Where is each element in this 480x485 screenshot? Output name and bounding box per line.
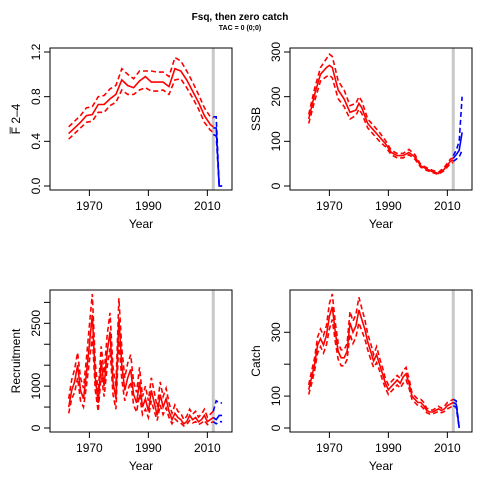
projection-upper-line [452,398,460,429]
y-tick-label: 200 [269,86,283,106]
y-tick-label: 0.0 [29,177,43,194]
y-tick-label: 0.4 [29,133,43,150]
plot-frame [49,289,233,433]
historic-median-line [307,64,454,175]
historic-median-line [307,306,454,413]
x-tick-label: 1990 [375,199,402,213]
projection-lower-line [212,420,223,425]
historic-upper-line [68,56,214,128]
y-tick-label: 0 [29,424,43,431]
x-tick-label: 2010 [194,441,221,455]
historic-median-line [67,314,214,425]
x-axis-label: Year [129,459,153,473]
panel-top-left: 1970 1990 2010 Year 0.0 0.4 0.8 1.2 F̅ 2–4 [9,43,233,231]
x-tick-label: 2010 [434,199,461,213]
y-axis-label: Recruitment [9,328,23,393]
figure-title: Fsq, then zero catch [192,12,289,23]
panel-bottom-right: 1970 1990 2010 Year 0 100 300 Catch [249,289,473,473]
y-axis-label: F̅ 2–4 [9,103,23,134]
x-tick-label: 1990 [135,441,162,455]
historic-upper-line [307,293,454,411]
y-axis-label: Catch [249,345,263,376]
plot-frame [49,47,233,191]
x-tick-label: 2010 [434,441,461,455]
projection-median-line [452,401,460,429]
y-tick-label: 0.8 [29,88,43,105]
y-axis-label: SSB [249,107,263,131]
y-tick-label: 100 [269,131,283,151]
projection-upper-line [452,96,463,156]
projection-median-line [212,414,223,421]
y-tick-label: 300 [269,322,283,342]
plot-frame [289,289,473,433]
projection-median-line [452,132,463,159]
historic-lower-line [68,77,214,140]
historic-upper-line [307,53,454,174]
y-tick-label: 100 [269,386,283,406]
x-axis-label: Year [369,459,393,473]
x-tick-label: 1970 [316,199,343,213]
historic-upper-line [67,293,214,422]
y-tick-label: 0 [269,424,283,431]
y-tick-label: 1.2 [29,43,43,60]
projection-median-line [213,127,223,187]
x-tick-label: 1970 [316,441,343,455]
historic-median-line [68,67,214,135]
historic-lower-line [307,319,454,415]
plot-frame [289,47,473,191]
y-tick-label: 0 [269,182,283,189]
x-axis-label: Year [369,217,393,231]
panel-bottom-left: 1970 1990 2010 Year 0 1000 2500 Recruitment [9,289,233,473]
historic-lower-line [307,74,454,176]
y-tick-label: 2500 [29,310,43,337]
y-tick-label: 300 [269,42,283,62]
panel-top-right: 1970 1990 2010 Year 0 100 200 300 SSB [249,42,473,231]
x-tick-label: 1970 [76,199,103,213]
x-tick-label: 1970 [76,441,103,455]
x-tick-label: 1990 [135,199,162,213]
x-tick-label: 2010 [194,199,221,213]
projection-lower-line [452,149,463,163]
historic-lower-line [67,335,214,427]
y-tick-label: 1000 [29,372,43,399]
x-tick-label: 1990 [375,441,402,455]
projection-upper-line [212,399,223,412]
x-axis-label: Year [129,217,153,231]
figure-subtitle: TAC = 0 (0;0) [219,25,261,32]
